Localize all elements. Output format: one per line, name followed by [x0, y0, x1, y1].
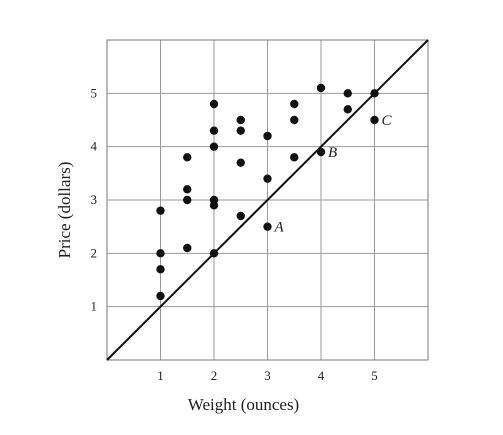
data-point [370, 89, 379, 98]
data-point [263, 174, 272, 183]
data-point [316, 83, 326, 93]
data-point [263, 222, 272, 231]
plot-frame [106, 39, 429, 361]
data-point [183, 153, 192, 162]
x-tick-label: 2 [211, 368, 218, 383]
data-point [156, 265, 165, 274]
data-point [183, 195, 192, 205]
data-point [236, 211, 245, 221]
data-point [209, 142, 219, 151]
data-point [370, 115, 379, 125]
data-points [156, 83, 379, 301]
y-tick-label: 5 [91, 85, 98, 100]
data-point [290, 153, 299, 162]
y-tick-label: 1 [91, 299, 98, 314]
data-point [316, 147, 326, 157]
data-point [236, 115, 245, 125]
y-axis-title: Price (dollars) [55, 162, 74, 259]
tick-labels: 1 2 3 4 5 1 2 3 4 5 [91, 85, 378, 383]
x-tick-label: 3 [264, 368, 271, 383]
data-point [209, 249, 219, 258]
y-tick-label: 2 [91, 245, 98, 260]
point-label-a: A [274, 220, 285, 236]
x-tick-label: 4 [318, 368, 325, 383]
data-point [290, 115, 299, 125]
x-tick-label: 1 [157, 368, 164, 383]
data-point [209, 195, 219, 205]
data-point [236, 158, 245, 167]
point-labels: A B C [274, 113, 393, 236]
y-tick-label: 3 [91, 192, 98, 207]
x-axis-title: Weight (ounces) [188, 395, 299, 414]
data-point [156, 206, 165, 215]
data-point [209, 99, 219, 109]
y-tick-label: 4 [91, 139, 98, 154]
data-point [156, 291, 165, 301]
data-point [290, 99, 299, 109]
data-point [343, 105, 352, 114]
data-point [343, 89, 352, 98]
data-point [209, 126, 219, 135]
point-label-c: C [382, 113, 393, 129]
data-point [183, 185, 192, 194]
point-label-b: B [328, 145, 337, 161]
data-point [236, 126, 245, 135]
data-point [156, 249, 165, 258]
x-tick-label: 5 [371, 368, 378, 383]
data-point [183, 243, 192, 253]
data-point [263, 131, 272, 141]
